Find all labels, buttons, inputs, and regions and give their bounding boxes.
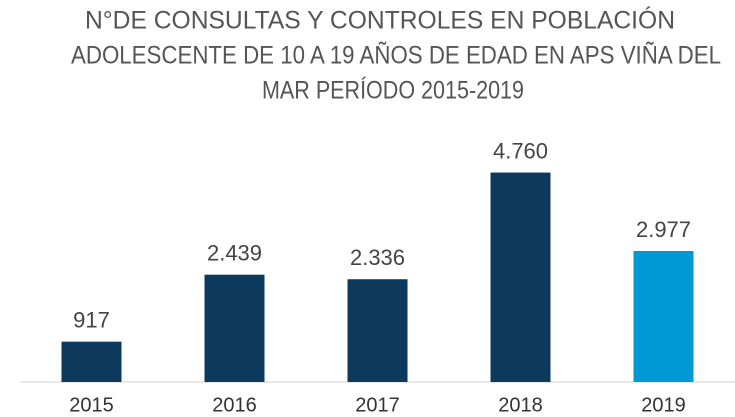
x-tick-label: 2015 [69, 394, 114, 416]
chart-title: MAR PERÍODO 2015-2019 [262, 76, 524, 105]
bar [490, 172, 551, 382]
bar [633, 251, 694, 382]
value-label: 917 [73, 307, 110, 332]
x-tick-label: 2018 [498, 394, 543, 416]
bar [204, 274, 265, 382]
chart-title: ADOLESCENTE DE 10 A 19 AÑOS DE EDAD EN A… [71, 41, 721, 70]
x-tick-label: 2019 [641, 394, 686, 416]
value-label: 2.977 [636, 217, 691, 242]
value-label: 4.760 [493, 138, 548, 163]
value-label: 2.336 [350, 245, 405, 270]
x-tick-label: 2017 [355, 394, 400, 416]
bar [61, 341, 122, 382]
bar [347, 279, 408, 382]
value-label: 2.439 [207, 240, 262, 265]
chart-title: N°DE CONSULTAS Y CONTROLES EN POBLACIÓN [85, 6, 675, 35]
x-tick-label: 2016 [212, 394, 257, 416]
